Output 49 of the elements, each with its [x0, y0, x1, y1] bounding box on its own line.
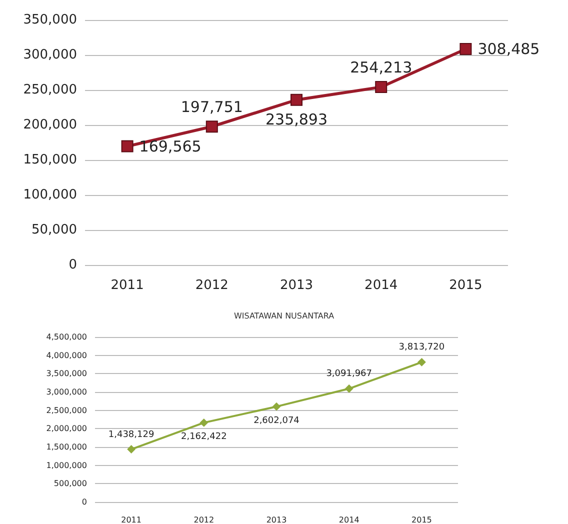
- y-tick-label: 3,000,000: [46, 388, 87, 396]
- x-tick-label: 2013: [280, 278, 314, 293]
- y-tick-label: 350,000: [23, 12, 77, 28]
- data-label: 3,091,967: [326, 369, 372, 380]
- y-tick-label: 300,000: [23, 48, 77, 62]
- point: [200, 418, 208, 427]
- x-tick-label: 2013: [266, 516, 287, 524]
- data-label: 2,162,422: [180, 432, 227, 442]
- point: [460, 43, 472, 56]
- point: [290, 94, 302, 106]
- y-tick-label: 3,500,000: [46, 369, 87, 378]
- y-tick-label: 0: [68, 258, 77, 272]
- point: [272, 402, 280, 411]
- x-tick-label: 2015: [412, 516, 432, 524]
- y-tick-label: 100,000: [23, 188, 77, 202]
- data-label: 197,751: [180, 98, 243, 116]
- point: [375, 81, 388, 94]
- x-tick-label: 2014: [364, 278, 398, 293]
- x-tick-label: 2012: [194, 516, 214, 524]
- y-tick-label: 4,500,000: [46, 332, 87, 342]
- point: [127, 445, 136, 454]
- y-tick-label: 250,000: [23, 82, 77, 98]
- y-tick-label: 2,500,000: [46, 406, 87, 415]
- x-tick-label: 2015: [449, 278, 482, 293]
- data-label: 3,813,720: [398, 342, 445, 353]
- chart-title: WISATAWAN NUSANTARA: [234, 312, 335, 320]
- x-tick-label: 2014: [338, 516, 360, 524]
- x-tick-label: 2012: [195, 278, 228, 293]
- data-label: 254,213: [350, 58, 412, 77]
- y-tick-label: 500,000: [54, 479, 87, 488]
- data-label: 308,485: [478, 40, 540, 58]
- y-tick-label: 150,000: [23, 152, 77, 168]
- x-tick-label: 2011: [110, 278, 144, 293]
- data-label: 2,602,074: [254, 416, 300, 426]
- point: [121, 140, 134, 152]
- point: [206, 120, 218, 133]
- point: [418, 358, 426, 366]
- y-tick-label: 50,000: [32, 222, 77, 238]
- data-label: 235,893: [265, 110, 328, 128]
- y-tick-label: 0: [82, 498, 87, 506]
- y-tick-label: 1,500,000: [46, 442, 87, 452]
- y-tick-label: 1,000,000: [46, 460, 87, 470]
- y-tick-label: 2,000,000: [46, 424, 87, 434]
- y-tick-label: 200,000: [23, 118, 77, 132]
- data-label: 169,565: [139, 137, 202, 156]
- point: [345, 384, 354, 393]
- y-tick-label: 4,000,000: [46, 350, 87, 360]
- x-tick-label: 2011: [121, 516, 142, 524]
- data-label: 1,438,129: [108, 430, 154, 440]
